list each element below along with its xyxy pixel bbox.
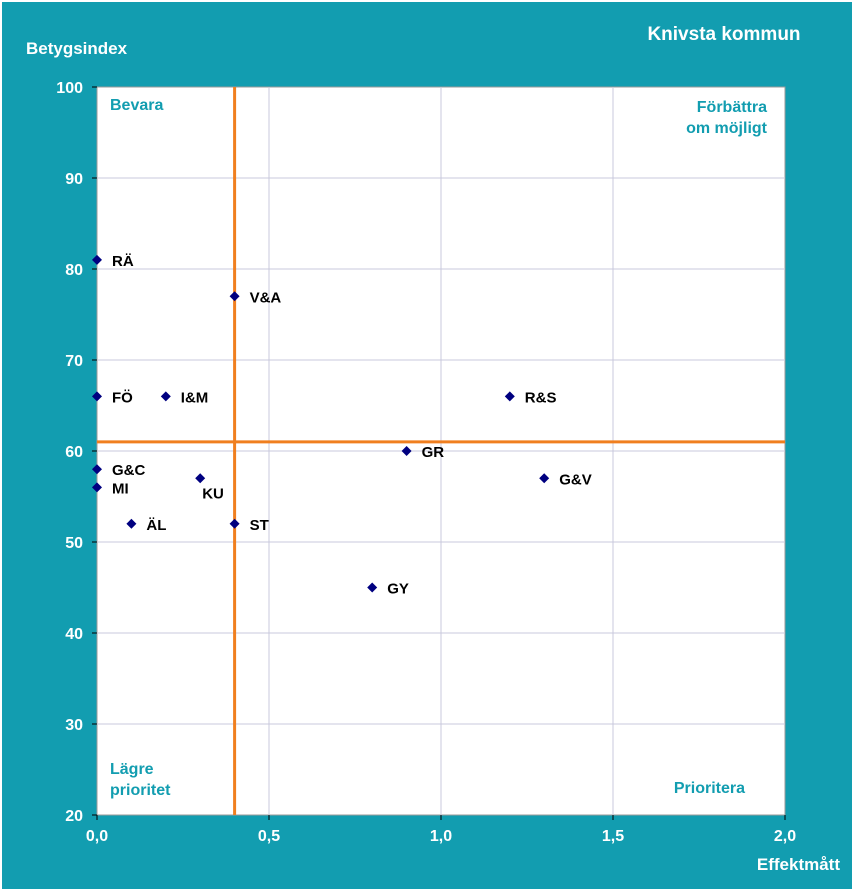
data-point-label: ÄL — [146, 517, 166, 534]
grid-lines — [97, 87, 785, 815]
data-point-marker — [92, 482, 102, 493]
x-tick-label: 1,5 — [602, 828, 624, 845]
data-point-label: ST — [250, 517, 269, 534]
data-point-label: V&A — [250, 289, 282, 306]
data-point-marker — [539, 473, 550, 484]
y-tick-label: 40 — [65, 626, 83, 643]
data-point-marker — [229, 291, 240, 302]
data-point-marker — [92, 254, 102, 265]
quadrant-label-bevara: Bevara — [110, 97, 163, 114]
quadrant-label-lagre-prioritet: Lägre — [110, 761, 154, 778]
data-point-marker — [195, 473, 206, 484]
data-point-label: I&M — [181, 389, 209, 406]
quadrant-label-lagre-prioritet: prioritet — [110, 782, 171, 799]
data-point-label: RÄ — [112, 253, 134, 270]
data-point-label: FÖ — [112, 389, 133, 406]
y-tick-label: 90 — [65, 171, 83, 188]
chart-title: Knivsta kommun — [647, 24, 800, 45]
data-point-label: MI — [112, 480, 129, 497]
data-point-marker — [92, 464, 102, 475]
data-point-label: R&S — [525, 389, 557, 406]
data-point-label: G&V — [559, 471, 592, 488]
quadrant-labels: Bevara Förbättra om möjligt Lägre prioritet P… — [110, 97, 768, 799]
data-point-marker — [401, 446, 412, 456]
quadrant-label-prioritera: Prioritera — [674, 780, 745, 797]
y-tick-label: 20 — [65, 808, 83, 825]
data-point-marker — [504, 391, 515, 402]
data-point-marker — [229, 518, 240, 529]
axis-ticks: 20 30 40 50 60 70 80 90 100 0,0 0,5 1,0 1,5 2,0 — [56, 80, 796, 845]
quadrant-label-forbattra: Förbättra — [697, 99, 767, 116]
quadrant-label-forbattra: om möjligt — [686, 120, 768, 137]
data-point-marker — [160, 391, 171, 402]
y-tick-label: 60 — [65, 444, 83, 461]
y-tick-label: 100 — [56, 80, 83, 97]
x-tick-label: 0,0 — [86, 828, 108, 845]
x-axis-label: Effektmått — [757, 855, 840, 874]
data-point-marker — [367, 582, 378, 593]
data-points: RÄ V&A FÖ I&M R&S GR G&C KU G&V MI ÄL ST GY — [92, 253, 592, 598]
x-tick-label: 1,0 — [430, 828, 452, 845]
data-point-label: GR — [422, 444, 445, 461]
x-tick-label: 2,0 — [774, 828, 796, 845]
y-tick-label: 70 — [65, 353, 83, 370]
data-point-label: GY — [387, 581, 409, 598]
data-point-label: G&C — [112, 462, 146, 479]
y-tick-label: 50 — [65, 535, 83, 552]
data-point-label: KU — [202, 485, 224, 502]
y-axis-label: Betygsindex — [26, 39, 128, 58]
data-point-marker — [92, 391, 102, 402]
x-tick-label: 0,5 — [258, 828, 280, 845]
reference-lines — [97, 87, 785, 815]
y-tick-label: 30 — [65, 717, 83, 734]
y-tick-label: 80 — [65, 262, 83, 279]
